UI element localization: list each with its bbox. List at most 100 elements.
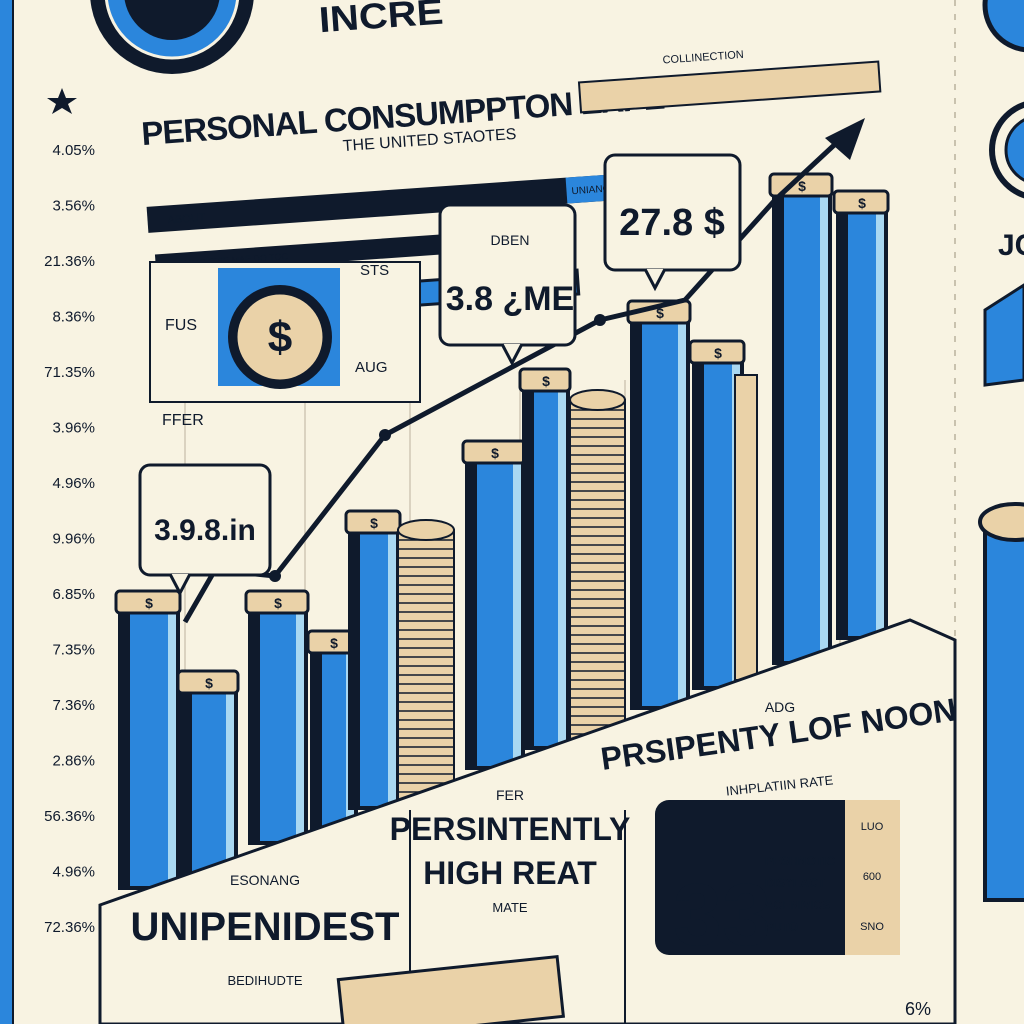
trend-dot — [594, 314, 606, 326]
bar-edge — [296, 611, 304, 841]
cap-symbol: $ — [205, 675, 213, 691]
axis-label: 4.96% — [52, 475, 95, 492]
about: ABOUT — [167, 212, 206, 227]
bar-edge — [513, 461, 521, 766]
section-kicker: ADG — [765, 699, 795, 715]
axis-label: 4.96% — [52, 864, 95, 881]
bar-face — [192, 691, 228, 876]
callout-value: 3.9.8.in — [154, 514, 256, 547]
section-title: UNIPENIDEST — [131, 905, 400, 949]
bar-face — [360, 531, 390, 806]
callout-tail — [643, 268, 667, 292]
bar-edge — [388, 531, 396, 806]
stat-text: PESHNOTIC — [765, 854, 835, 868]
axis-label: 56.36% — [44, 808, 95, 825]
bar-face — [260, 611, 298, 841]
stat-text: PUTO — [765, 920, 798, 934]
cap-symbol: $ — [491, 445, 499, 461]
cylinder — [983, 518, 1024, 902]
side-label: JC — [998, 229, 1024, 262]
trend-arrow — [825, 118, 865, 160]
callout-value: 3.8 ¿ME — [446, 280, 574, 318]
footnote: 6% — [905, 999, 931, 1019]
bar-face — [322, 651, 348, 826]
callout — [138, 463, 272, 577]
star — [47, 88, 77, 114]
axis-label: 6.85% — [52, 586, 95, 603]
stat-text: ACENIVICS — [765, 898, 830, 912]
cap-symbol: $ — [274, 595, 282, 611]
cap-symbol: $ — [330, 635, 338, 651]
stat-card — [655, 800, 900, 955]
callout-tail — [168, 573, 192, 597]
cap-symbol: $ — [656, 305, 664, 321]
cap-symbol: $ — [798, 178, 806, 194]
bar-cap — [688, 339, 746, 365]
panel-label: AUG — [355, 359, 388, 376]
coin-stack — [397, 529, 455, 801]
bar-face — [130, 611, 170, 886]
bottom-block — [336, 954, 566, 1024]
section-caption: BEDIHUDTE — [227, 973, 302, 988]
bar-cap — [114, 589, 182, 615]
axis-label: 7.36% — [52, 697, 95, 714]
axis-label: 7.35% — [52, 642, 95, 659]
corner-badge — [982, 0, 1024, 53]
folder — [983, 283, 1024, 387]
section-caption: MATE — [492, 900, 527, 915]
cap-symbol: $ — [370, 515, 378, 531]
bar-edge — [168, 611, 176, 886]
trend-dot — [379, 429, 391, 441]
cap-symbol: $ — [542, 373, 550, 389]
stat-text: DISYLACT — [765, 876, 826, 890]
bar-edge — [820, 194, 828, 661]
stat-side-text: SNO — [860, 921, 884, 933]
cap-symbol: $ — [714, 345, 722, 361]
bar-face — [534, 389, 560, 746]
axis-label: 72.36% — [44, 919, 95, 936]
coin-symbol: $ — [268, 313, 292, 362]
coin-top — [397, 519, 455, 541]
trend-dot — [269, 570, 281, 582]
bar-cap — [244, 589, 310, 615]
axis-label: 9.96% — [52, 531, 95, 548]
left-strip — [0, 0, 12, 1024]
bar-edge — [678, 321, 686, 706]
cap-symbol: $ — [858, 195, 866, 211]
axis-label: 3.56% — [52, 198, 95, 215]
axis-label: 4.05% — [52, 142, 95, 159]
cylinder-top — [978, 502, 1024, 542]
tan-slab — [734, 374, 758, 681]
panel-label: FFER — [162, 412, 204, 429]
cap-symbol: $ — [145, 595, 153, 611]
navy-band — [146, 169, 688, 233]
bar-face — [704, 361, 734, 686]
bar-cap — [518, 367, 572, 393]
stat-value: 33 — [673, 865, 771, 964]
callout-label: DBEN — [491, 232, 530, 248]
coin-face — [234, 291, 326, 383]
axis-label: 3.96% — [52, 420, 95, 437]
axis-label: 8.36% — [52, 309, 95, 326]
bar-cap — [832, 189, 890, 215]
section-kicker: ESONANG — [230, 872, 300, 888]
callout — [603, 153, 742, 272]
section-kicker: FER — [496, 787, 524, 803]
stat-side-text: 600 — [863, 871, 881, 883]
callout-value: 27.8 $ — [619, 202, 725, 244]
bar-face — [642, 321, 680, 706]
stat-side — [845, 800, 900, 955]
section-title: HIGH REAT — [423, 855, 597, 891]
side-coin-ring — [1004, 118, 1024, 182]
axis-label: 71.35% — [44, 364, 95, 381]
callout-tail — [500, 343, 524, 367]
bar-face — [784, 194, 822, 661]
tag: COLLINECTION — [662, 49, 744, 67]
tan-bar — [577, 60, 882, 114]
bar-edge — [558, 389, 566, 746]
bar-cap — [176, 669, 240, 695]
panel-label: STS — [360, 262, 389, 279]
